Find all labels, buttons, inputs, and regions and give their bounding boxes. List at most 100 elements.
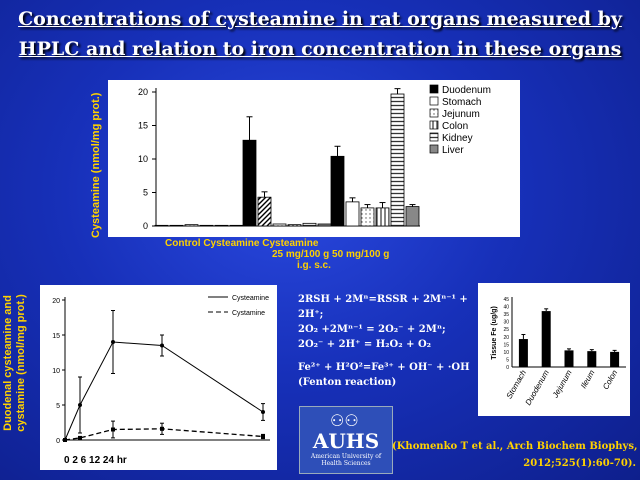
bar-liver [229, 224, 244, 227]
y-tick-label: 10 [503, 350, 509, 356]
equation-line: 2O₂⁻ + 2H⁺ = H₂O₂ + O₂ [298, 339, 432, 350]
y-tick-label: 5 [506, 357, 509, 363]
y-tick-label: 20 [138, 87, 148, 97]
bar-duodenum [541, 311, 551, 367]
y-tick-label: 0 [56, 438, 60, 445]
legend-label: Stomach [442, 97, 481, 108]
equation-line: 2H⁺; [298, 309, 324, 320]
bar-duodenum [154, 224, 169, 227]
bar-kidney [390, 93, 405, 227]
logo-text: AUHS [312, 429, 380, 453]
data-point [78, 403, 82, 407]
slide-title-line2: HPLC and relation to iron concentration … [18, 38, 622, 60]
legend-label: Colon [442, 121, 468, 132]
y-tick-label: 20 [52, 298, 60, 305]
bar-stomach [169, 224, 184, 227]
bar-colon [610, 351, 620, 367]
data-point [160, 343, 164, 348]
bar-colon [375, 207, 390, 227]
legend-swatch [429, 84, 439, 94]
y-tick-label: 10 [138, 154, 148, 164]
legend-label: Liver [442, 145, 464, 156]
bar-liver [405, 206, 420, 227]
bar-jejunum [184, 224, 199, 227]
bar-kidney [302, 222, 317, 227]
bar-ileum [587, 351, 597, 367]
citation-line2: 2012;525(1):60-70). [523, 458, 636, 469]
bar-stomach [345, 201, 360, 227]
route-note: i.g. s.c. [297, 260, 331, 271]
chart1-group-labels: Control Cysteamine Cysteamine 25 mg/100 … [165, 238, 405, 271]
bar-jejunum [360, 207, 375, 227]
bar-stomach [257, 196, 272, 227]
legend-label: Jejunum [442, 109, 480, 120]
data-point [111, 340, 115, 344]
organ-cysteamine-chart: 0 5 10 15 20 DuodenumStomachJejunumColonKidne… [138, 84, 491, 231]
y-tick-label: 5 [143, 188, 148, 198]
bar-colon [287, 224, 302, 227]
legend-swatch [429, 144, 439, 154]
chart2-ylabel: Duodenal cysteamine and cystamine (nmol/… [2, 294, 27, 432]
y-tick-label: 15 [138, 121, 148, 131]
equation-line: 2RSH + 2Mⁿ=RSSR + 2Mⁿ⁻¹ + [298, 294, 468, 305]
data-point [261, 410, 265, 414]
series-line-cysteamine [64, 341, 264, 441]
equation-line: Fe²⁺ + H²O²=Fe³⁺ + OH⁻ + ·OH [298, 362, 470, 373]
category-label: Duodenum [524, 368, 552, 407]
reaction-equations: 2RSH + 2Mⁿ=RSSR + 2Mⁿ⁻¹ + 2H⁺; 2O₂ +2Mⁿ⁻… [298, 292, 470, 390]
y-tick-label: 15 [503, 342, 509, 348]
y-tick-label: 25 [503, 327, 509, 333]
legend-label: Cystamine [232, 310, 265, 317]
legend-label: Cysteamine [232, 295, 269, 302]
y-tick-label: 5 [56, 403, 60, 410]
category-label: Ileum [579, 368, 597, 390]
y-tick-label: 15 [52, 333, 60, 340]
y-tick-label: 35 [503, 312, 509, 318]
bar-kidney [214, 224, 229, 227]
legend-label: Kidney [442, 133, 473, 144]
bar-jejunum [564, 350, 574, 367]
bar-liver [317, 223, 332, 227]
auhs-logo: ⚇⚇ AUHS American University of Health Sc… [299, 406, 393, 474]
bar-duodenum [242, 139, 257, 227]
group-label-cysteamine-2: Cysteamine [262, 238, 319, 249]
slide-title-line1: Concentrations of cysteamine in rat orga… [18, 8, 622, 30]
logo-figures-icon: ⚇⚇ [330, 411, 359, 430]
chart1-ylabel: Cysteamine (nmol/mg prot.) [90, 92, 102, 238]
group-label-cysteamine-1: Cysteamine [203, 238, 260, 249]
y-axis-label: Tissue Fe (ug/g) [491, 306, 498, 360]
y-tick-label: 0 [506, 365, 509, 371]
data-point [78, 435, 82, 440]
group-sublabel-50: 50 mg/100 g [332, 249, 390, 260]
y-tick-label: 45 [503, 297, 509, 303]
organ-cysteamine-chart-panel: 0 5 10 15 20 Duodenum Stomach Jejunum Colon Kidne… [108, 80, 520, 237]
category-label: Jejunum [550, 368, 574, 400]
legend-swatch [429, 120, 439, 130]
equation-line: (Fenton reaction) [298, 377, 397, 388]
group-label-control: Control [165, 238, 201, 249]
equation-line: 2O₂ +2Mⁿ⁻¹ = 2O₂⁻ + 2Mⁿ; [298, 324, 446, 335]
legend-label: Duodenum [442, 85, 491, 96]
category-label: Colon [601, 368, 620, 391]
x-axis-label: 0 2 6 12 24 hr [64, 455, 127, 466]
data-point [261, 434, 265, 439]
category-label: Stomach [505, 368, 529, 400]
bar-duodenum [330, 155, 345, 227]
group-sublabel-25: 25 mg/100 g [272, 249, 330, 260]
time-course-chart: 0 5 10 15 20 Cysteamine Cystamine 0 2 6 12 24 h… [52, 295, 270, 466]
legend-swatch [429, 96, 439, 106]
y-tick-label: 30 [503, 320, 509, 326]
bar-jejunum [272, 223, 287, 227]
time-course-chart-panel: 0 5 10 15 20 Cysteamine Cystamine 0 2 6 12 24 h… [40, 285, 277, 470]
citation-line1: (Khomenko T et al., Arch Biochem Biophys… [392, 441, 638, 452]
bar-stomach [518, 339, 528, 367]
y-tick-label: 0 [143, 221, 148, 231]
legend-swatch [429, 132, 439, 142]
data-point [63, 438, 67, 442]
logo-subtext: American University of Health Sciences [310, 453, 382, 467]
equation-line [298, 352, 470, 360]
y-tick-label: 10 [52, 368, 60, 375]
legend-swatch [429, 108, 439, 118]
y-tick-label: 40 [503, 305, 509, 311]
